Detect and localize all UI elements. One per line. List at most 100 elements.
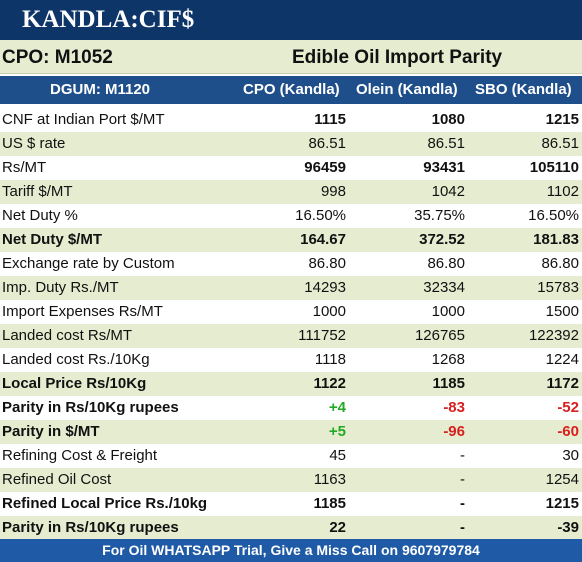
cpo-parity-value: +4 bbox=[328, 399, 346, 416]
column-header-cpo: CPO (Kandla) bbox=[243, 81, 340, 98]
cpo-value: 998 bbox=[320, 183, 346, 200]
table-row: Exchange rate by Custom 86.80 86.80 86.8… bbox=[0, 252, 582, 276]
column-header-row: DGUM: M1120 CPO (Kandla) Olein (Kandla) … bbox=[0, 76, 582, 104]
row-label: Refining Cost & Freight bbox=[2, 447, 158, 464]
olein-value: 126765 bbox=[414, 327, 465, 344]
table-row: Refined Local Price Rs./10kg 1185 - 1215 bbox=[0, 492, 582, 516]
table-row: Rs/MT 96459 93431 105110 bbox=[0, 156, 582, 180]
olein-value: 35.75% bbox=[414, 207, 465, 224]
subheader-bar: CPO: M1052 Edible Oil Import Parity bbox=[0, 40, 582, 74]
cpo-value: 111752 bbox=[298, 327, 346, 344]
cpo-value: 86.51 bbox=[308, 135, 346, 152]
olein-parity-value: -83 bbox=[443, 399, 465, 416]
cpo-value: 45 bbox=[329, 447, 346, 464]
sbo-value: 15783 bbox=[537, 279, 579, 296]
row-label: Imp. Duty Rs./MT bbox=[2, 279, 119, 296]
cpo-contract-label: CPO: M1052 bbox=[2, 47, 113, 68]
sbo-value: 1224 bbox=[545, 351, 579, 368]
row-label: Parity in $/MT bbox=[2, 423, 100, 440]
cpo-value: 1118 bbox=[314, 351, 346, 368]
sbo-value: 16.50% bbox=[528, 207, 579, 224]
olein-value: 93431 bbox=[423, 159, 465, 176]
table-row: Parity in Rs/10Kg rupees 22 - -39 bbox=[0, 516, 582, 540]
cpo-value: 16.50% bbox=[295, 207, 346, 224]
sbo-value: 1172 bbox=[546, 375, 579, 392]
table-row: Refining Cost & Freight 45 - 30 bbox=[0, 444, 582, 468]
table-row: Import Expenses Rs/MT 1000 1000 1500 bbox=[0, 300, 582, 324]
row-label: Parity in Rs/10Kg rupees bbox=[2, 399, 179, 416]
olein-value: 1080 bbox=[431, 111, 465, 128]
row-label: Refined Oil Cost bbox=[2, 471, 112, 488]
table-row: CNF at Indian Port $/MT 1115 1080 1215 bbox=[0, 108, 582, 132]
cpo-value: 86.80 bbox=[308, 255, 346, 272]
table-row: Tariff $/MT 998 1042 1102 bbox=[0, 180, 582, 204]
table-row: Local Price Rs/10Kg 1122 1185 1172 bbox=[0, 372, 582, 396]
olein-value: 372.52 bbox=[419, 231, 465, 248]
table-row: Refined Oil Cost 1163 - 1254 bbox=[0, 468, 582, 492]
olein-value: - bbox=[460, 447, 465, 464]
sbo-value: 1102 bbox=[546, 183, 579, 200]
cpo-value: 1115 bbox=[314, 111, 346, 128]
row-label: Net Duty % bbox=[2, 207, 78, 224]
cpo-value: 96459 bbox=[304, 159, 346, 176]
table-row: Parity in $/MT +5 -96 -60 bbox=[0, 420, 582, 444]
table-row: Parity in Rs/10Kg rupees +4 -83 -52 bbox=[0, 396, 582, 420]
olein-value: 1268 bbox=[431, 351, 465, 368]
table-row: Net Duty % 16.50% 35.75% 16.50% bbox=[0, 204, 582, 228]
row-label: Net Duty $/MT bbox=[2, 231, 103, 248]
cpo-value: 1185 bbox=[313, 495, 346, 512]
olein-value: 86.80 bbox=[427, 255, 465, 272]
olein-value: 1000 bbox=[431, 303, 465, 320]
column-header-dgum: DGUM: M1120 bbox=[50, 81, 151, 98]
parity-table-body: CNF at Indian Port $/MT 1115 1080 1215 U… bbox=[0, 108, 582, 540]
sbo-value: 86.80 bbox=[541, 255, 579, 272]
sbo-value: 1254 bbox=[545, 471, 579, 488]
row-label: Refined Local Price Rs./10kg bbox=[2, 495, 208, 512]
row-label: Local Price Rs/10Kg bbox=[2, 375, 147, 392]
table-row: Net Duty $/MT 164.67 372.52 181.83 bbox=[0, 228, 582, 252]
column-header-olein: Olein (Kandla) bbox=[356, 81, 458, 98]
sbo-value: 30 bbox=[562, 447, 579, 464]
row-label: Tariff $/MT bbox=[2, 183, 73, 200]
sbo-value: 86.51 bbox=[541, 135, 579, 152]
row-label: Exchange rate by Custom bbox=[2, 255, 175, 272]
sbo-value: 122392 bbox=[528, 327, 579, 344]
row-label: Import Expenses Rs/MT bbox=[2, 303, 163, 320]
cpo-value: 22 bbox=[329, 519, 346, 536]
cpo-value: 14293 bbox=[304, 279, 346, 296]
table-row: US $ rate 86.51 86.51 86.51 bbox=[0, 132, 582, 156]
row-label: Landed cost Rs/MT bbox=[2, 327, 133, 344]
cpo-parity-value: +5 bbox=[328, 423, 346, 440]
olein-value: 86.51 bbox=[427, 135, 465, 152]
row-label: Landed cost Rs./10Kg bbox=[2, 351, 150, 368]
cpo-value: 1163 bbox=[313, 471, 346, 488]
row-label: Rs/MT bbox=[2, 159, 47, 176]
column-header-sbo: SBO (Kandla) bbox=[475, 81, 572, 98]
olein-value: 32334 bbox=[423, 279, 465, 296]
sbo-value: 105110 bbox=[529, 159, 579, 176]
whatsapp-trial-banner: For Oil WHATSAPP Trial, Give a Miss Call… bbox=[0, 539, 582, 562]
sbo-parity-value: -60 bbox=[557, 423, 579, 440]
cpo-value: 164.67 bbox=[300, 231, 346, 248]
sbo-parity-value: -52 bbox=[557, 399, 579, 416]
table-row: Imp. Duty Rs./MT 14293 32334 15783 bbox=[0, 276, 582, 300]
cpo-value: 1000 bbox=[312, 303, 346, 320]
olein-parity-value: -96 bbox=[443, 423, 465, 440]
olein-value: 1042 bbox=[431, 183, 465, 200]
olein-value: - bbox=[460, 519, 465, 536]
sbo-value: 1215 bbox=[545, 111, 579, 128]
sbo-value: -39 bbox=[557, 519, 579, 536]
table-row: Landed cost Rs/MT 111752 126765 122392 bbox=[0, 324, 582, 348]
page-title: KANDLA:CIF$ bbox=[0, 0, 582, 40]
sbo-value: 1215 bbox=[545, 495, 579, 512]
sbo-value: 1500 bbox=[545, 303, 579, 320]
table-heading: Edible Oil Import Parity bbox=[292, 47, 503, 68]
row-label: CNF at Indian Port $/MT bbox=[2, 111, 165, 128]
olein-value: 1185 bbox=[432, 375, 465, 392]
table-row: Landed cost Rs./10Kg 1118 1268 1224 bbox=[0, 348, 582, 372]
sbo-value: 181.83 bbox=[533, 231, 579, 248]
row-label: US $ rate bbox=[2, 135, 66, 152]
row-label: Parity in Rs/10Kg rupees bbox=[2, 519, 179, 536]
olein-value: - bbox=[460, 495, 465, 512]
